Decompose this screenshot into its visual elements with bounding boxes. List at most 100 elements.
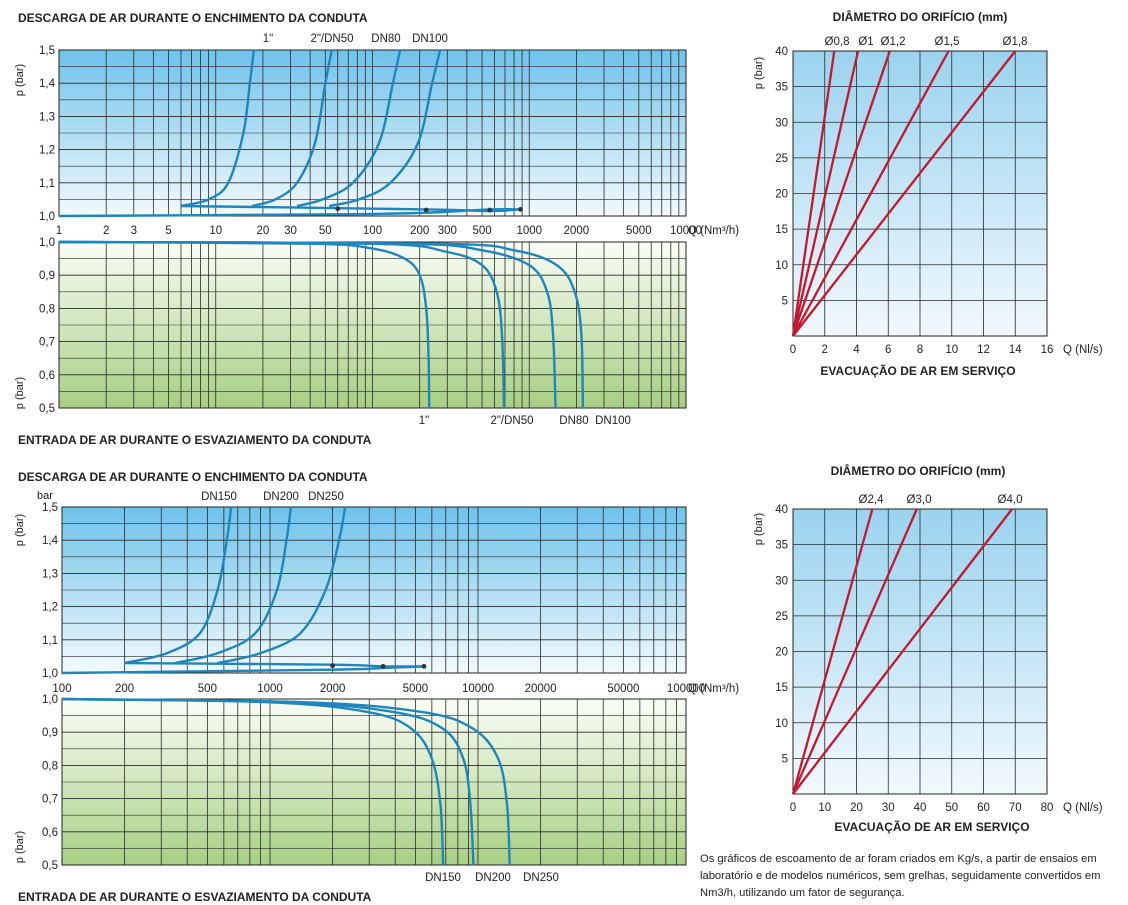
curve-label: DN250 [308, 491, 344, 503]
unit-label: bar [37, 490, 53, 502]
curve-label: 2"/DN50 [310, 33, 353, 45]
y-tick-label: 0,8 [39, 303, 55, 315]
y-tick-label: 1,4 [42, 535, 59, 547]
curve-label: Ø2,4 [859, 494, 885, 506]
curve-30 [791, 508, 918, 795]
curve-label: 2"/DN50 [490, 415, 533, 427]
x-tick-label: 50000 [607, 683, 639, 695]
curve-40 [792, 508, 1013, 795]
curve-1 [180, 49, 255, 208]
y-tick-label: 0,8 [42, 760, 58, 772]
y-tick-label: 1,0 [42, 694, 58, 706]
air_intake_small: 0,5 0,6 0,7 0,8 0,9 1,0 p (bar) 1" 2"/DN50 DN80 DN… [14, 237, 687, 427]
curve-DN100 [329, 49, 442, 208]
chart-subtitle: EVACUAÇÃO DE AR EM SERVIÇO [820, 363, 1015, 378]
x-tick-label: 8 [917, 344, 923, 356]
y-axis-label: p (bar) [753, 57, 765, 89]
y-tick-label: 0,7 [42, 794, 58, 806]
x-tick-label: 40 [914, 802, 927, 814]
x-tick-label: 200 [115, 683, 134, 695]
y-tick-label: 40 [775, 46, 788, 58]
x-tick-label: 14 [1009, 344, 1022, 356]
x-tick-label: 100000 [667, 683, 705, 695]
x-tick-label: 10 [945, 344, 958, 356]
y-tick-label: 15 [775, 682, 788, 694]
y-tick-label: 10 [775, 260, 788, 272]
y-tick-label: 30 [775, 117, 788, 129]
y-tick-label: 20 [775, 647, 788, 659]
x-tick-label: 5 [165, 225, 171, 237]
y-tick-label: 0,6 [39, 370, 55, 382]
x-tick-label: 0 [790, 802, 796, 814]
y-tick-label: 1,0 [42, 668, 58, 680]
y-tick-label: 1,0 [39, 211, 55, 223]
y-tick-label: 0,9 [42, 727, 58, 739]
y-axis-label: p (bar) [14, 64, 26, 96]
curve-label: DN80 [559, 415, 588, 427]
curve-DN80 [296, 49, 402, 208]
curve-label: DN200 [263, 491, 299, 503]
curve-label: DN150 [201, 491, 237, 503]
air_discharge_small: 1,0 1,1 1,2 1,3 1,4 1,5 p (bar) 1" 2"/DN50 DN80 DN… [14, 33, 739, 237]
y-tick-label: 1,1 [42, 635, 58, 647]
x-tick-label: 30 [882, 802, 895, 814]
plot-frame [58, 49, 687, 217]
y-tick-label: 1,2 [39, 145, 55, 157]
y-tick-label: 30 [775, 575, 788, 587]
curve-DN100 [58, 240, 585, 409]
x-axis-label: Q (Nm³/h) [688, 683, 739, 695]
marker-point [487, 207, 493, 213]
y-tick-label: 15 [775, 224, 788, 236]
y-tick-label: 0,9 [39, 270, 55, 282]
curve-label: 1" [263, 33, 273, 45]
plot-frame [792, 508, 1048, 795]
curve-label: DN150 [425, 872, 461, 884]
y-tick-label: 0,5 [39, 403, 55, 415]
curve-label: Ø1,5 [935, 36, 960, 48]
x-tick-label: 0 [790, 344, 796, 356]
x-tick-label: 2 [822, 344, 828, 356]
y-tick-label: 0,5 [42, 860, 58, 872]
plot-frame [61, 698, 687, 866]
marker-point [380, 663, 386, 669]
curve-08 [791, 50, 836, 337]
x-tick-label: 100 [363, 225, 382, 237]
x-tick-label: 1000 [257, 683, 283, 695]
curve-label: Ø1,2 [881, 36, 906, 48]
y-tick-label: 35 [775, 82, 788, 94]
x-tick-label: 3 [131, 225, 137, 237]
plot-frame [58, 241, 687, 409]
x-tick-label: 2 [103, 225, 109, 237]
marker-point [335, 206, 341, 212]
x-tick-label: 12 [977, 344, 990, 356]
curve-DN250 [217, 506, 347, 665]
curve-18 [792, 50, 1017, 337]
curve-label: Ø4,0 [998, 494, 1023, 506]
chart-title: DESCARGA DE AR DURANTE O ENCHIMENTO DA C… [18, 470, 368, 484]
x-tick-label: 5000 [626, 225, 652, 237]
curve-DN150 [124, 506, 233, 665]
plot-frame [61, 506, 687, 674]
x-tick-label: 20 [850, 802, 863, 814]
y-tick-label: 35 [775, 540, 788, 552]
x-tick-label: 60 [977, 802, 990, 814]
y-tick-label: 0,7 [39, 337, 55, 349]
air_discharge_large: 1,0 1,1 1,2 1,3 1,4 1,5 p (bar) DN150 DN200 DN250… [14, 491, 739, 695]
y-tick-label: 1,4 [39, 78, 56, 90]
x-tick-label: 2000 [564, 225, 590, 237]
curve-label: 1" [419, 415, 429, 427]
chart-title: ENTRADA DE AR DURANTE O ESVAZIAMENTO DA … [18, 890, 372, 904]
x-axis-label: Q (Nm³/h) [688, 225, 739, 237]
y-tick-label: 1,5 [42, 502, 58, 514]
y-axis-label: p (bar) [14, 377, 26, 409]
x-tick-label: 2000 [320, 683, 346, 695]
x-tick-label: 500 [198, 683, 217, 695]
plot-frame [792, 50, 1048, 337]
x-tick-label: 5000 [403, 683, 429, 695]
axis-curve [58, 207, 521, 218]
y-tick-label: 10 [775, 718, 788, 730]
x-tick-label: 1000 [516, 225, 542, 237]
marker-point [518, 206, 523, 212]
chart-title: ENTRADA DE AR DURANTE O ESVAZIAMENTO DA … [18, 433, 372, 447]
